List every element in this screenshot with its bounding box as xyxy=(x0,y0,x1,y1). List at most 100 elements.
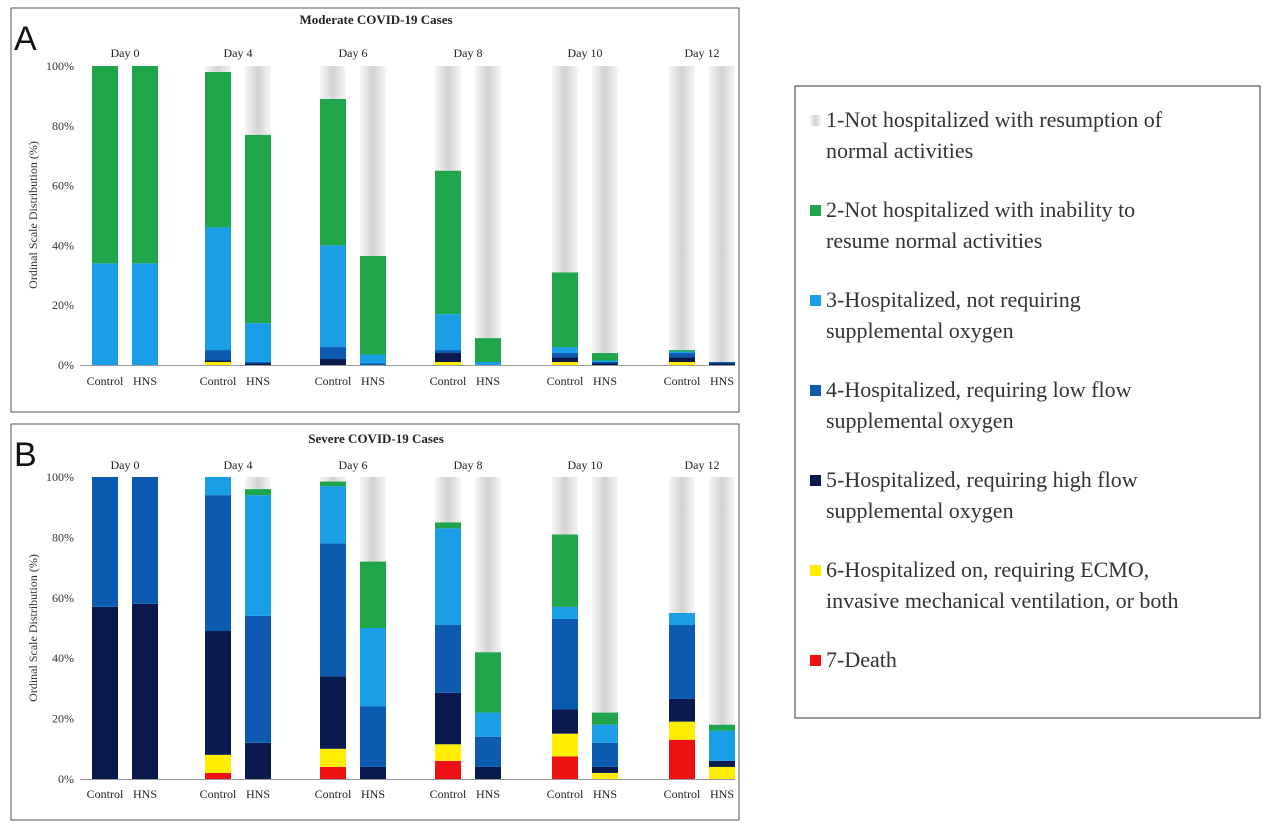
bar-segment xyxy=(709,760,735,767)
day-label: Day 10 xyxy=(568,458,603,472)
bar-segment xyxy=(320,481,346,487)
bar-segment xyxy=(245,489,271,496)
bar-segment xyxy=(475,477,501,653)
day-label: Day 4 xyxy=(224,458,253,472)
category-label: Control xyxy=(547,374,584,388)
bar-segment xyxy=(592,362,618,364)
bar-segment xyxy=(205,772,231,779)
bar-segment xyxy=(320,98,346,246)
bar-segment xyxy=(669,721,695,740)
bar-segment xyxy=(320,676,346,749)
bar-segment xyxy=(669,351,695,354)
bar-segment xyxy=(320,477,346,482)
panel-b-ylabel: Ordinal Scale Distribution (%) xyxy=(26,554,40,702)
legend-swatch xyxy=(810,655,821,666)
legend-label: resume normal activities xyxy=(826,228,1042,253)
y-tick-label: 80% xyxy=(52,119,74,133)
legend-swatch xyxy=(810,115,821,126)
bar-segment xyxy=(552,362,578,365)
bar-segment xyxy=(320,766,346,779)
bar-hns-day-0 xyxy=(132,66,158,365)
bar-segment xyxy=(320,245,346,348)
legend-item-7: 7-Death xyxy=(810,647,897,672)
category-label: HNS xyxy=(593,787,617,801)
category-label: Control xyxy=(87,374,124,388)
bar-segment xyxy=(475,712,501,737)
day-label: Day 10 xyxy=(568,46,603,60)
bar-segment xyxy=(552,357,578,363)
bar-segment xyxy=(435,477,461,523)
bar-segment xyxy=(709,477,735,725)
bar-segment xyxy=(475,652,501,713)
bar-segment xyxy=(552,272,578,348)
bar-hns-day-8 xyxy=(475,66,501,365)
bar-segment xyxy=(205,360,231,363)
legend-items: 1-Not hospitalized with resumption of nor… xyxy=(810,107,1179,672)
bar-segment xyxy=(360,706,386,767)
bar-segment xyxy=(360,561,386,628)
category-label: HNS xyxy=(133,374,157,388)
bar-segment xyxy=(475,66,501,339)
y-tick-label: 40% xyxy=(52,651,74,665)
bar-segment xyxy=(435,353,461,363)
y-tick-label: 0% xyxy=(58,772,74,786)
bar-segment xyxy=(245,362,271,364)
bar-segment xyxy=(245,134,271,324)
panel-b: B Severe COVID-19 Cases Ordinal Scale Di… xyxy=(10,423,740,821)
bar-segment xyxy=(205,754,231,773)
day-label: Day 6 xyxy=(339,46,368,60)
bar-segment xyxy=(592,360,618,363)
bar-hns-day-4 xyxy=(245,66,271,365)
bar-segment xyxy=(475,766,501,779)
bar-segment xyxy=(205,350,231,361)
bar-segment xyxy=(435,692,461,745)
bar-segment xyxy=(552,756,578,779)
legend-swatch xyxy=(810,205,821,216)
bar-segment xyxy=(669,353,695,358)
panel-b-letter: B xyxy=(14,436,37,474)
bar-segment xyxy=(205,227,231,351)
bar-segment xyxy=(320,66,346,99)
bar-segment xyxy=(320,359,346,365)
panel-b-plot: 0% 20% 40% 60% 80% 100% Day 0 Day 4 Day 6 Day 8 Da… xyxy=(46,458,735,801)
bar-segment xyxy=(245,323,271,363)
bar-segment xyxy=(245,615,271,743)
bar-segment xyxy=(669,624,695,699)
bar-segment xyxy=(245,363,271,365)
bar-control-day-6 xyxy=(320,477,346,779)
bar-segment xyxy=(132,66,158,264)
legend-swatch xyxy=(810,385,821,396)
y-tick-label: 20% xyxy=(52,712,74,726)
bar-segment xyxy=(669,698,695,722)
bar-segment xyxy=(669,612,695,625)
panel-a-ylabel: Ordinal Scale Distribution (%) xyxy=(26,141,40,289)
bar-segment xyxy=(435,522,461,529)
legend-label: supplemental oxygen xyxy=(826,498,1014,523)
bar-segment xyxy=(205,362,231,365)
bar-control-day-4 xyxy=(205,477,231,779)
category-label: HNS xyxy=(476,787,500,801)
bar-segment xyxy=(205,71,231,228)
bar-segment xyxy=(435,744,461,761)
panel-a-plot: 0% 20% 40% 60% 80% 100% Day 0 Day 4 Day 6 Day 8 Da… xyxy=(46,46,735,388)
panel-a: A Moderate COVID-19 Cases Ordinal Scale … xyxy=(10,7,740,413)
bar-segment xyxy=(205,631,231,755)
bar-segment xyxy=(320,748,346,767)
bar-segment xyxy=(669,477,695,613)
category-label: Control xyxy=(87,787,124,801)
day-label: Day 0 xyxy=(111,46,140,60)
bar-control-day-10 xyxy=(552,477,578,779)
bar-segment xyxy=(709,66,735,363)
bar-hns-day-8 xyxy=(475,477,501,779)
panel-a-letter: A xyxy=(14,20,37,58)
bar-segment xyxy=(435,624,461,693)
bar-segment xyxy=(92,477,118,607)
bar-segment xyxy=(320,543,346,677)
category-label: Control xyxy=(200,374,237,388)
legend-label: supplemental oxygen xyxy=(826,318,1014,343)
legend-label: 7-Death xyxy=(826,647,897,672)
legend-swatch xyxy=(810,295,821,306)
category-label: HNS xyxy=(133,787,157,801)
bar-segment xyxy=(552,709,578,734)
bar-segment xyxy=(205,477,231,496)
